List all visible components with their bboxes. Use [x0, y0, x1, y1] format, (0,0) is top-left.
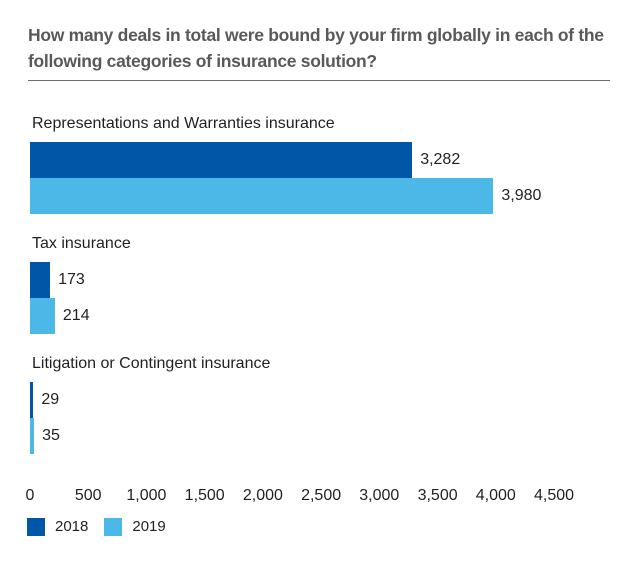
bar-row: 35	[30, 418, 610, 454]
bar-row: 3,282	[30, 142, 610, 178]
bar-2019	[30, 418, 35, 454]
bar-value-label: 3,980	[501, 187, 542, 204]
bar-value-label: 29	[41, 391, 60, 408]
x-tick-label: 4,000	[475, 487, 516, 504]
plot-area: Representations and Warranties insurance…	[30, 114, 610, 474]
bar-row: 173	[30, 262, 610, 298]
bar-row: 214	[30, 298, 610, 334]
bar-value-label: 35	[42, 427, 60, 444]
x-tick-label: 3,000	[359, 487, 400, 504]
category-group: Litigation or Contingent insurance 29 35	[30, 354, 610, 454]
bar-row: 29	[30, 382, 610, 418]
bar-2019	[30, 178, 494, 214]
legend-item-2018: 2018	[27, 518, 88, 536]
title-divider	[28, 80, 610, 81]
x-tick-label: 3,500	[417, 487, 458, 504]
x-tick-label: 2,000	[242, 487, 283, 504]
x-tick-label: 0	[25, 487, 35, 504]
category-label: Tax insurance	[32, 235, 131, 252]
category-label: Representations and Warranties insurance	[32, 115, 335, 132]
bar-2018	[30, 262, 51, 298]
x-tick-label: 1,500	[184, 487, 225, 504]
category-group: Tax insurance 173 214	[30, 234, 610, 334]
bar-2018	[30, 382, 34, 418]
bar-value-label: 3,282	[420, 151, 461, 168]
x-axis: 0 500 1,000 1,500 2,000 2,500 3,000 3,500 4,000 4…	[26, 486, 620, 506]
x-tick-label: 500	[74, 487, 102, 504]
legend-label: 2018	[55, 518, 89, 535]
bar-value-label: 173	[58, 271, 85, 288]
bar-2019	[30, 298, 55, 334]
legend-label: 2019	[132, 518, 166, 535]
legend-item-2019: 2019	[104, 518, 166, 536]
x-tick-label: 4,500	[533, 487, 575, 504]
x-tick-label: 1,000	[126, 487, 167, 504]
legend-swatch-2018	[27, 518, 45, 536]
bar-value-label: 214	[62, 307, 90, 324]
bar-2018	[30, 142, 413, 178]
legend: 2018 2019	[27, 518, 182, 536]
x-tick-label: 2,500	[301, 487, 342, 504]
category-group: Representations and Warranties insurance…	[30, 114, 610, 214]
bar-row: 3,980	[30, 178, 610, 214]
category-label: Litigation or Contingent insurance	[32, 355, 271, 372]
chart-title: How many deals in total were bound by yo…	[28, 25, 604, 71]
legend-swatch-2019	[104, 518, 123, 536]
